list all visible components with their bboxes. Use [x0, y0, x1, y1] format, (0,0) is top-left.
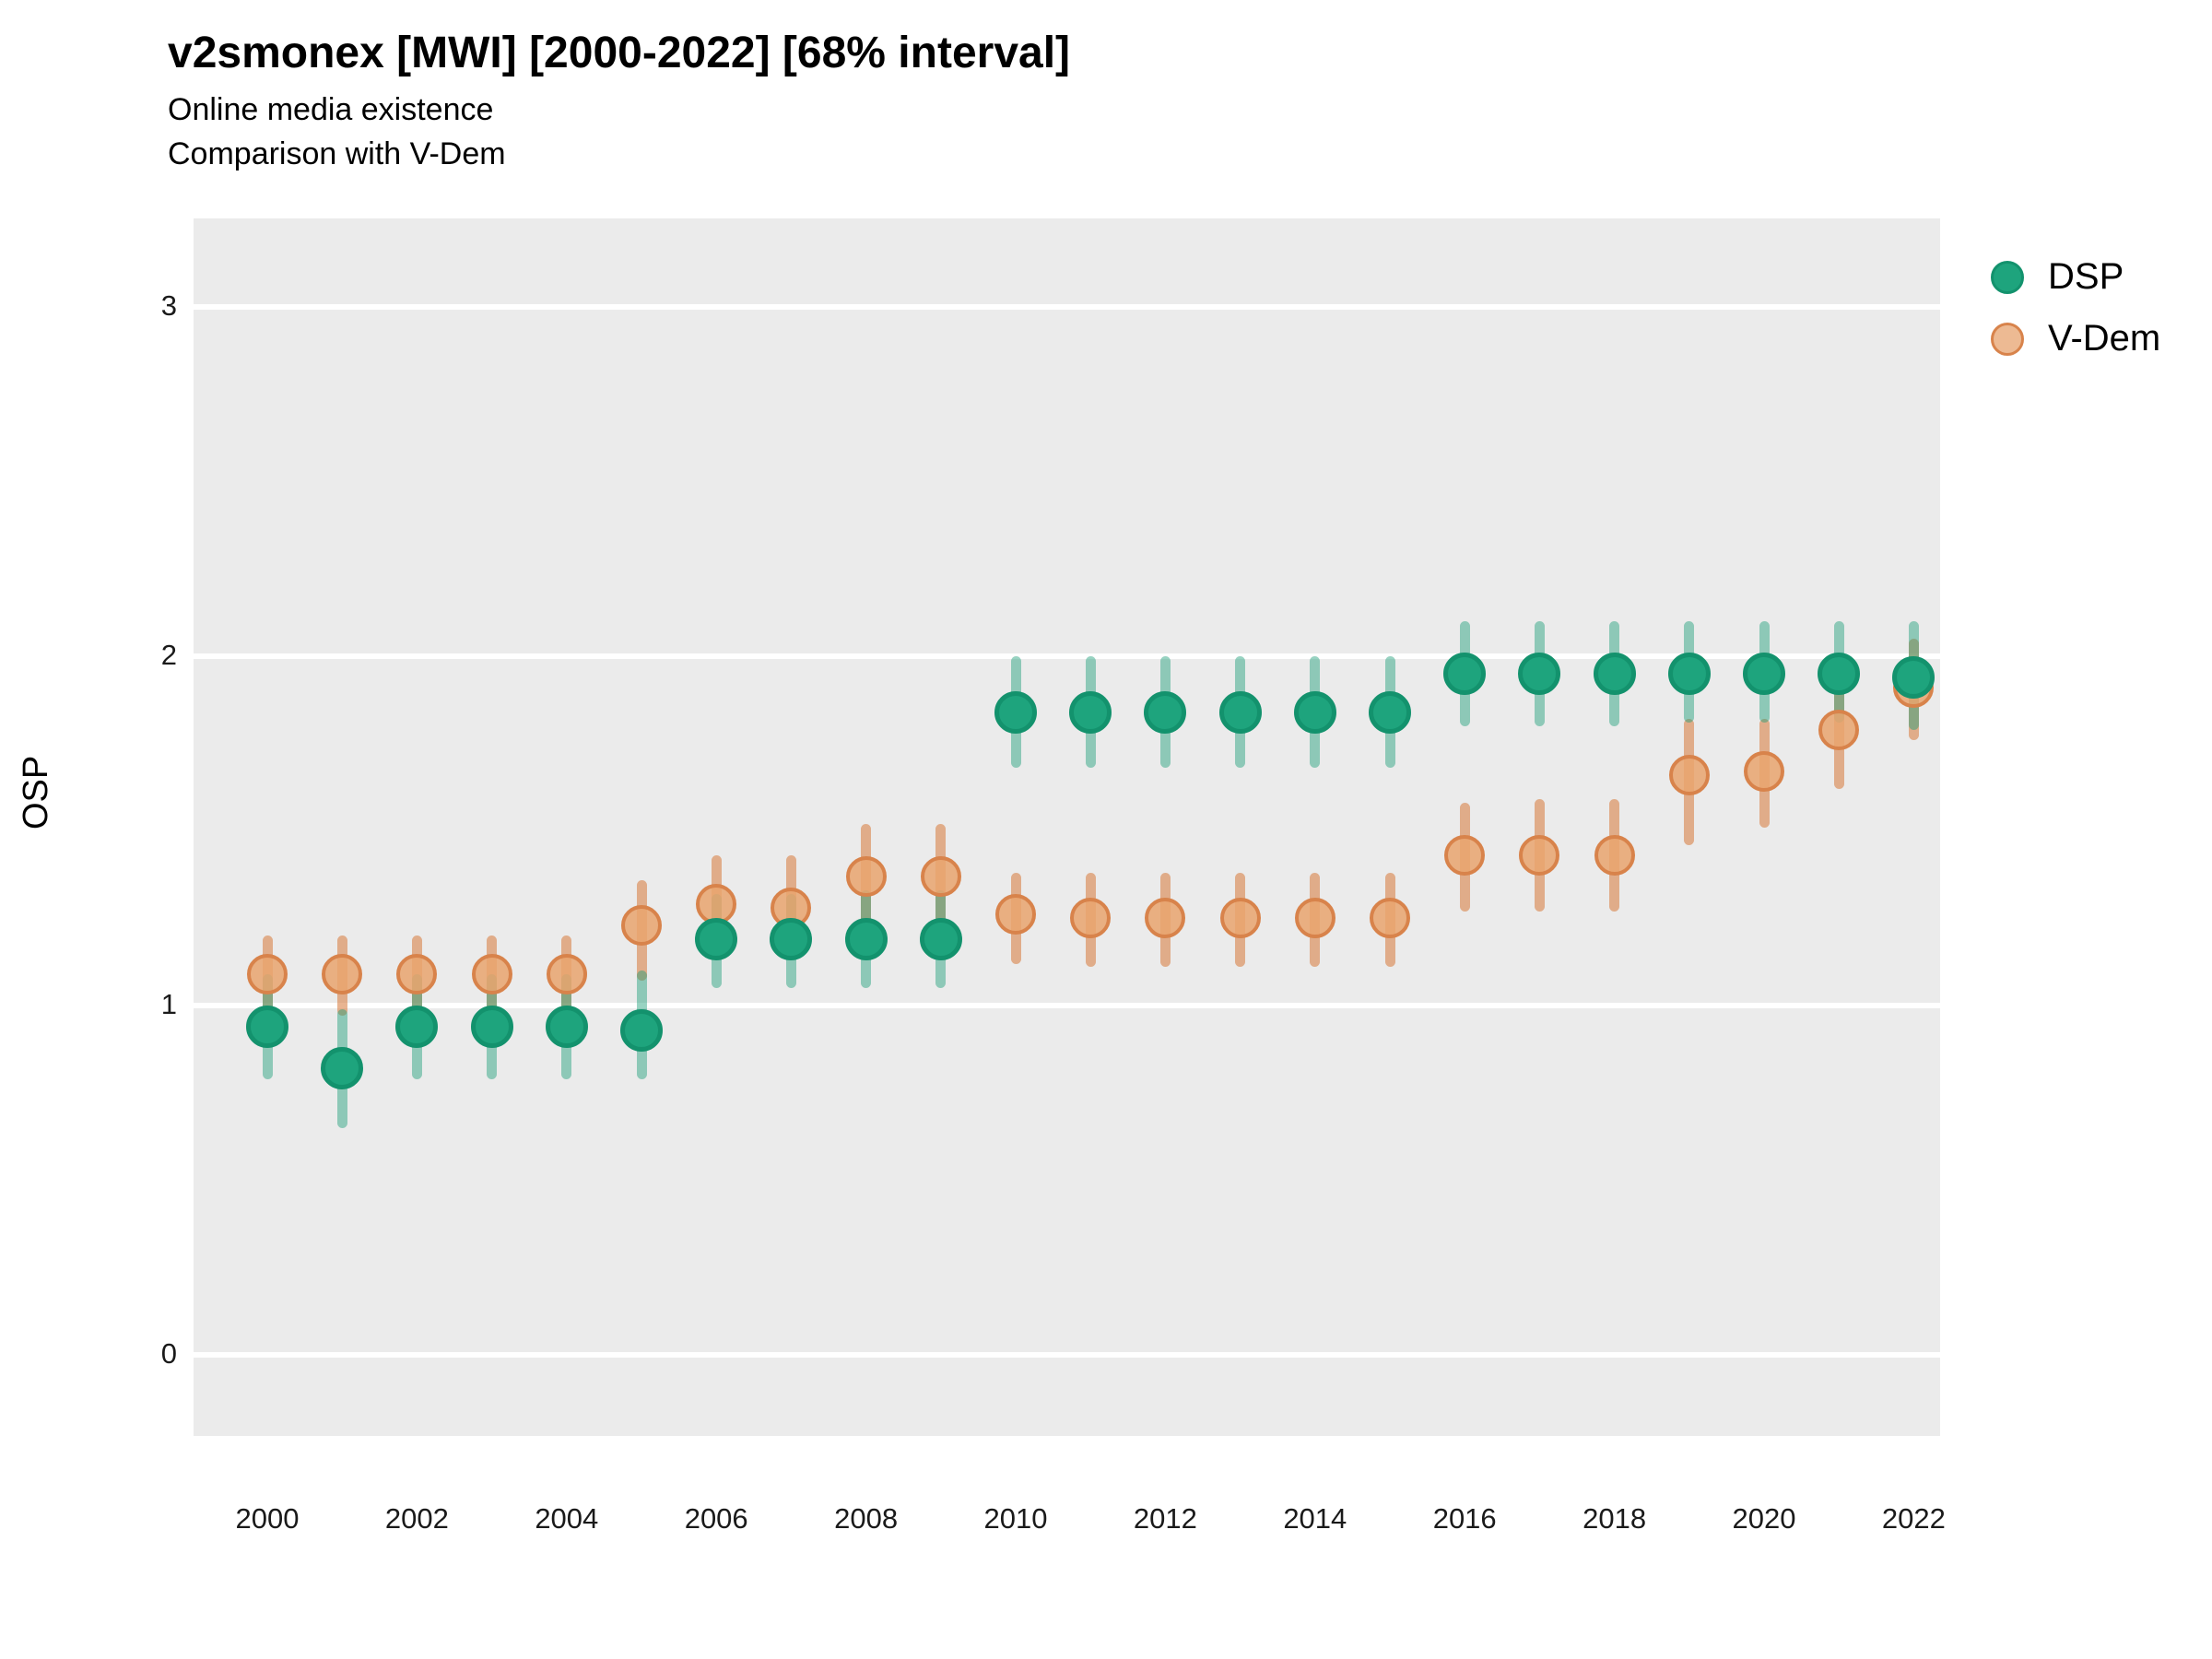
x-tick-label-2012: 2012: [1133, 1502, 1197, 1535]
dsp-point-2018: [1593, 652, 1636, 695]
dsp-point-2014: [1293, 690, 1336, 734]
dsp-point-2020: [1743, 652, 1785, 695]
dsp-point-2005: [620, 1008, 663, 1052]
x-tick-label-2002: 2002: [384, 1502, 449, 1535]
y-tick-label-3: 3: [160, 289, 177, 322]
legend-label-vdem: V-Dem: [2048, 318, 2161, 359]
chart-subtitle: Online media existence: [168, 92, 494, 127]
y-axis-title: OSP: [17, 755, 55, 830]
x-tick-label-2004: 2004: [535, 1502, 599, 1535]
dsp-point-2007: [770, 917, 813, 960]
vdem-point-2013: [1219, 898, 1261, 939]
vdem-point-2020: [1744, 751, 1784, 793]
y-tick-label-2: 2: [160, 639, 177, 671]
x-tick-label-2016: 2016: [1432, 1502, 1497, 1535]
dsp-point-2017: [1518, 652, 1561, 695]
x-tick-label-2020: 2020: [1732, 1502, 1796, 1535]
dsp-point-2022: [1892, 655, 1936, 699]
gridline-y-1: [194, 1003, 1940, 1008]
x-tick-label-2006: 2006: [684, 1502, 748, 1535]
vdem-point-2008: [845, 855, 887, 897]
dsp-point-2001: [321, 1047, 364, 1090]
vdem-point-2003: [471, 953, 512, 994]
legend-item-dsp: DSP: [1991, 256, 2124, 298]
dsp-point-2006: [695, 917, 738, 960]
dsp-point-2016: [1443, 652, 1487, 695]
chart-title: v2smonex [MWI] [2000-2022] [68% interval…: [168, 29, 1071, 77]
vdem-point-2002: [396, 953, 438, 994]
dsp-point-2011: [1069, 690, 1112, 734]
plot-panel: [194, 218, 1940, 1436]
y-tick-label-1: 1: [160, 988, 177, 1020]
x-tick-label-2014: 2014: [1283, 1502, 1347, 1535]
x-tick-label-2000: 2000: [235, 1502, 300, 1535]
vdem-point-2021: [1818, 709, 1860, 750]
legend-item-vdem: V-Dem: [1991, 318, 2160, 359]
gridline-y-3: [194, 304, 1940, 310]
vdem-point-2018: [1594, 835, 1635, 877]
dsp-legend-swatch-icon: [1991, 260, 2024, 294]
vdem-legend-swatch-icon: [1991, 322, 2024, 356]
chart-subtitle-2: Comparison with V-Dem: [168, 136, 506, 171]
dsp-point-2012: [1144, 690, 1187, 734]
dsp-point-2015: [1369, 690, 1411, 734]
vdem-point-2010: [995, 894, 1036, 935]
vdem-point-2015: [1370, 898, 1410, 939]
dsp-point-2009: [919, 917, 962, 960]
vdem-point-2014: [1294, 898, 1335, 939]
gridline-y-2: [194, 653, 1940, 659]
vdem-point-2011: [1070, 898, 1112, 939]
vdem-point-2017: [1519, 835, 1560, 877]
dsp-point-2003: [470, 1005, 513, 1048]
x-tick-label-2008: 2008: [834, 1502, 899, 1535]
vdem-point-2000: [247, 953, 288, 994]
dsp-point-2008: [844, 917, 888, 960]
dsp-point-2010: [994, 690, 1037, 734]
legend-label-dsp: DSP: [2048, 256, 2124, 297]
dsp-point-2004: [545, 1005, 588, 1048]
dsp-point-2021: [1818, 652, 1861, 695]
dsp-point-2013: [1218, 690, 1262, 734]
vdem-point-2009: [920, 855, 961, 897]
vdem-point-2012: [1145, 898, 1186, 939]
dsp-point-2002: [395, 1005, 439, 1048]
x-tick-label-2018: 2018: [1583, 1502, 1647, 1535]
dsp-point-2019: [1667, 652, 1711, 695]
vdem-point-2019: [1668, 754, 1710, 795]
gridline-y-0: [194, 1352, 1940, 1358]
x-tick-label-2022: 2022: [1881, 1502, 1946, 1535]
vdem-point-2001: [322, 953, 363, 994]
dsp-point-2000: [246, 1005, 288, 1048]
y-tick-label-0: 0: [160, 1337, 177, 1370]
x-tick-label-2010: 2010: [983, 1502, 1048, 1535]
vdem-point-2004: [546, 953, 587, 994]
vdem-point-2016: [1444, 835, 1486, 877]
vdem-point-2005: [621, 904, 662, 946]
